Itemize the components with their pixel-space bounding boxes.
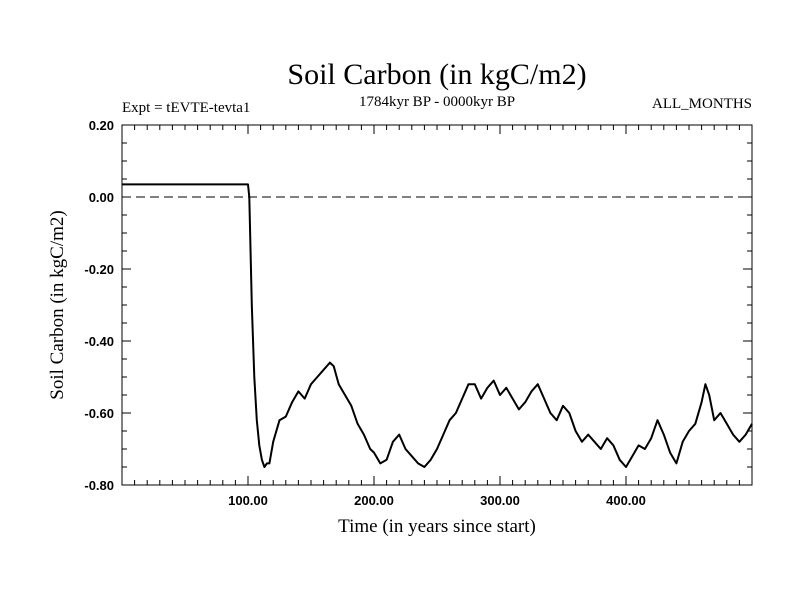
y-axis-label: Soil Carbon (in kgC/m2)	[47, 210, 68, 399]
y-tick-label: 0.00	[89, 190, 114, 205]
months-label: ALL_MONTHS	[652, 96, 752, 112]
y-tick-label: -0.20	[84, 262, 114, 277]
y-tick-label: -0.60	[84, 406, 114, 421]
plot-area: 100.00 200.00 300.00 400.00 0.20 0.00 -0.20 -0.…	[84, 118, 753, 508]
expt-label: Expt = tEVTE-tevta1	[122, 100, 250, 116]
chart-title: Soil Carbon (in kgC/m2)	[287, 58, 586, 91]
chart-subtitle: 1784kyr BP - 0000kyr BP	[359, 94, 515, 110]
x-tick-label: 400.00	[606, 493, 646, 508]
soil-carbon-series-line	[122, 183, 753, 468]
y-tick-label: 0.20	[89, 118, 114, 133]
y-tick-label: -0.40	[84, 334, 114, 349]
plot-frame	[121, 124, 753, 486]
x-axis-label: Time (in years since start)	[338, 516, 536, 537]
y-tick-label: -0.80	[84, 478, 114, 493]
x-tick-label: 300.00	[480, 493, 520, 508]
x-tick-label: 100.00	[228, 493, 268, 508]
x-tick-label: 200.00	[354, 493, 394, 508]
